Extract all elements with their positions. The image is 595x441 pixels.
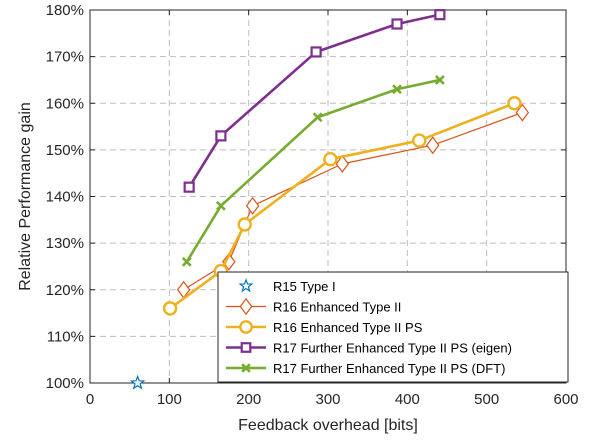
data-point-x: [241, 363, 251, 373]
data-point-circle: [412, 133, 427, 148]
data-point-square: [240, 342, 252, 353]
x-tick-label: 0: [86, 391, 94, 408]
data-point-square: [434, 9, 446, 21]
y-tick-label: 100%: [46, 375, 84, 392]
legend-label: R15 Type I: [273, 279, 336, 294]
data-point-x: [215, 200, 226, 211]
series-3: [183, 9, 446, 193]
data-point-x: [181, 256, 192, 267]
data-point-square: [183, 181, 195, 193]
data-point-circle: [237, 217, 252, 232]
data-point-circle: [162, 301, 178, 316]
series-4: [181, 75, 445, 267]
data-point-circle: [323, 151, 338, 167]
y-tick-label: 160%: [46, 95, 84, 112]
data-point-diamond: [425, 136, 440, 155]
x-axis-label: Feedback overhead [bits]: [238, 417, 418, 434]
data-point-diamond: [222, 252, 236, 271]
legend-box: [217, 271, 569, 383]
data-point-square: [310, 46, 322, 58]
data-point-x: [434, 75, 445, 85]
legend-item: R16 Enhanced Type II PS: [226, 320, 423, 335]
legend-label: R16 Enhanced Type II: [273, 300, 401, 315]
y-tick-label: 180%: [46, 2, 84, 19]
legend-item: R16 Enhanced Type II: [226, 297, 401, 316]
y-tick-label: 150%: [46, 142, 84, 159]
data-point-diamond: [335, 154, 350, 173]
legend-item: R17 Further Enhanced Type II PS (DFT): [226, 361, 505, 376]
x-tick-label: 100: [157, 391, 182, 408]
data-point-x: [392, 84, 402, 95]
series-0: [129, 374, 146, 390]
x-tick-label: 300: [315, 391, 340, 408]
data-point-star: [129, 374, 146, 390]
x-tick-label: 500: [474, 391, 499, 408]
x-tick-label: 600: [553, 391, 578, 408]
y-tick-label: 170%: [46, 49, 84, 66]
x-tick-label: 400: [395, 391, 420, 408]
y-tick-label: 110%: [47, 328, 84, 345]
data-point-circle: [507, 96, 522, 111]
data-point-square: [391, 18, 403, 30]
x-tick-label: 200: [236, 391, 261, 408]
legend-label: R17 Further Enhanced Type II PS (DFT): [273, 361, 505, 376]
data-point-diamond: [245, 196, 260, 215]
legend-label: R17 Further Enhanced Type II PS (eigen): [273, 341, 512, 356]
y-axis-label: Relative Performance gain: [17, 102, 34, 291]
series-line: [169, 102, 515, 310]
y-tick-label: 120%: [46, 282, 84, 299]
data-point-star: [238, 278, 254, 293]
y-tick-label: 130%: [46, 235, 84, 252]
axis-ticks: 0 100 200 300 400 500 600 100% 110% 120% 130% 140% 1…: [46, 2, 579, 408]
data-point-square: [215, 130, 227, 142]
legend: R15 Type I R16 Enhanced Type II R16 Enhanc…: [217, 271, 569, 383]
legend-item: R17 Further Enhanced Type II PS (eigen): [226, 341, 512, 356]
data-point-diamond: [515, 103, 530, 122]
legend-label: R16 Enhanced Type II PS: [273, 320, 423, 335]
data-point-x: [312, 112, 323, 123]
legend-item: R15 Type I: [238, 278, 336, 294]
y-tick-label: 140%: [46, 189, 84, 206]
series-layer: [129, 9, 530, 390]
data-point-diamond: [239, 297, 253, 316]
data-point-circle: [239, 320, 253, 334]
